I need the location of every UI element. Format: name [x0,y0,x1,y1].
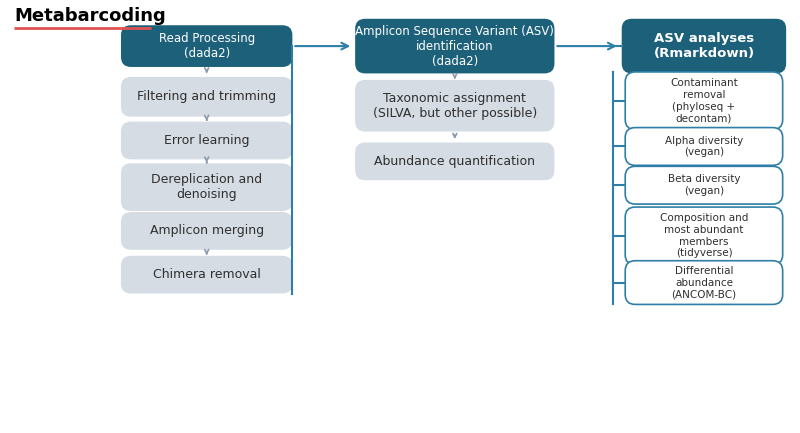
Text: Taxonomic assignment
(SILVA, but other possible): Taxonomic assignment (SILVA, but other p… [373,92,537,120]
Text: Beta diversity
(vegan): Beta diversity (vegan) [668,174,740,196]
Text: Amplicon merging: Amplicon merging [150,224,264,237]
FancyBboxPatch shape [626,72,782,129]
Text: Filtering and trimming: Filtering and trimming [137,90,276,103]
FancyBboxPatch shape [626,261,782,304]
Text: ASV analyses
(Rmarkdown): ASV analyses (Rmarkdown) [654,32,754,60]
Text: Dereplication and
denoising: Dereplication and denoising [151,173,262,201]
Text: Error learning: Error learning [164,134,250,147]
Text: Read Processing
(dada2): Read Processing (dada2) [158,32,254,60]
Text: Alpha diversity
(vegan): Alpha diversity (vegan) [665,136,743,157]
Text: Chimera removal: Chimera removal [153,268,261,281]
FancyBboxPatch shape [121,122,292,159]
FancyBboxPatch shape [355,80,554,132]
Text: Differential
abundance
(ANCOM-BC): Differential abundance (ANCOM-BC) [671,266,737,299]
Text: Composition and
most abundant
members
(tidyverse): Composition and most abundant members (t… [660,213,748,258]
FancyBboxPatch shape [121,256,292,294]
FancyBboxPatch shape [121,77,292,116]
FancyBboxPatch shape [355,19,554,74]
FancyBboxPatch shape [622,19,786,74]
FancyBboxPatch shape [121,212,292,250]
Text: Amplicon Sequence Variant (ASV)
identification
(dada2): Amplicon Sequence Variant (ASV) identifi… [355,25,554,68]
FancyBboxPatch shape [626,207,782,265]
FancyBboxPatch shape [355,142,554,180]
Text: Abundance quantification: Abundance quantification [374,155,535,168]
Text: Metabarcoding: Metabarcoding [14,7,166,25]
FancyBboxPatch shape [626,166,782,204]
FancyBboxPatch shape [121,163,292,211]
FancyBboxPatch shape [121,25,292,67]
Text: Contaminant
removal
(phyloseq +
decontam): Contaminant removal (phyloseq + decontam… [670,78,738,123]
FancyBboxPatch shape [626,128,782,165]
